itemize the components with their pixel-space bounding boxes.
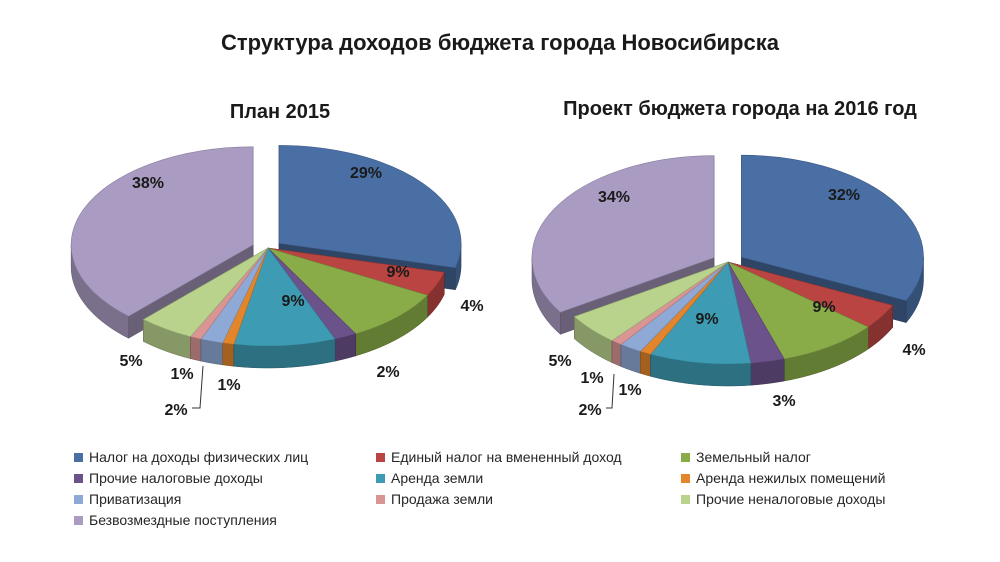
data-label: 4% xyxy=(902,342,925,359)
chart-title-2016: Проект бюджета города на 2016 год xyxy=(563,98,917,120)
legend-swatch xyxy=(376,494,385,504)
pie-slice xyxy=(573,261,729,341)
legend-label: Прочие налоговые доходы xyxy=(89,470,263,486)
pie-slice xyxy=(233,247,336,347)
data-label: 32% xyxy=(828,187,860,204)
pie-slice xyxy=(70,146,254,317)
data-label: 5% xyxy=(119,353,142,370)
legend-item: Приватизация xyxy=(74,489,376,509)
legend: Налог на доходы физических лиц Единый нал… xyxy=(74,447,954,530)
page-title: Структура доходов бюджета города Новосиб… xyxy=(221,30,779,55)
legend-item: Продажа земли xyxy=(376,489,681,509)
legend-label: Продажа земли xyxy=(391,491,493,507)
data-label: 2% xyxy=(578,402,601,419)
legend-item: Аренда земли xyxy=(376,468,681,488)
data-label: 29% xyxy=(350,165,382,182)
data-label: 34% xyxy=(598,189,630,206)
legend-swatch xyxy=(376,452,385,462)
legend-swatch xyxy=(74,473,83,483)
legend-label: Налог на доходы физических лиц xyxy=(89,449,309,465)
data-label: 1% xyxy=(217,377,240,394)
pie-slice xyxy=(727,261,869,360)
legend-swatch xyxy=(681,494,690,504)
data-label: 9% xyxy=(812,299,835,316)
legend-swatch xyxy=(681,452,690,462)
pie-chart-2016: 32% 4% 9% 3% 9% 1% 2% 1% 5% 34% xyxy=(531,154,926,419)
pie-chart-2015: 29% 4% 9% 2% 9% 1% 2% 1% 5% 38% xyxy=(70,145,484,419)
legend-swatch xyxy=(74,515,83,525)
pie-slice xyxy=(741,154,924,301)
chart-title-2015: План 2015 xyxy=(229,101,331,123)
pie-slice xyxy=(531,155,715,313)
legend-swatch xyxy=(376,473,385,483)
legend-label: Аренда земли xyxy=(391,470,484,486)
legend-label: Единый налог на вмененный доход xyxy=(391,449,622,465)
legend-item: Налог на доходы физических лиц xyxy=(74,447,376,467)
data-label: 1% xyxy=(580,370,603,387)
data-label: 4% xyxy=(460,298,483,315)
legend-label: Прочие неналоговые доходы xyxy=(696,491,886,507)
data-label: 1% xyxy=(170,366,193,383)
legend-item: Прочие налоговые доходы xyxy=(74,468,376,488)
pie-slice xyxy=(278,145,462,269)
data-label: 2% xyxy=(164,402,187,419)
legend-label: Аренда нежилых помещений xyxy=(696,470,886,486)
pie-slice xyxy=(649,261,752,365)
data-label: 5% xyxy=(548,353,571,370)
legend-item: Аренда нежилых помещений xyxy=(681,468,951,488)
pie-slice xyxy=(267,247,429,335)
data-label: 9% xyxy=(281,293,304,310)
legend-item: Прочие неналоговые доходы xyxy=(681,489,951,509)
data-label: 38% xyxy=(132,175,164,192)
data-label: 9% xyxy=(695,311,718,328)
legend-swatch xyxy=(74,452,83,462)
data-label: 1% xyxy=(618,382,641,399)
legend-item: Единый налог на вмененный доход xyxy=(376,447,681,467)
legend-swatch xyxy=(74,494,83,504)
legend-swatch xyxy=(681,473,690,483)
legend-label: Безвозмездные поступления xyxy=(89,512,277,528)
data-label: 3% xyxy=(772,393,795,410)
leader-line xyxy=(192,365,204,409)
data-label: 2% xyxy=(376,364,399,381)
legend-item: Безвозмездные поступления xyxy=(74,510,376,530)
legend-label: Приватизация xyxy=(89,491,182,507)
legend-label: Земельный налог xyxy=(696,449,811,465)
legend-item: Земельный налог xyxy=(681,447,951,467)
pie-slice xyxy=(142,247,269,338)
data-label: 9% xyxy=(386,264,409,281)
leader-line xyxy=(606,373,615,409)
